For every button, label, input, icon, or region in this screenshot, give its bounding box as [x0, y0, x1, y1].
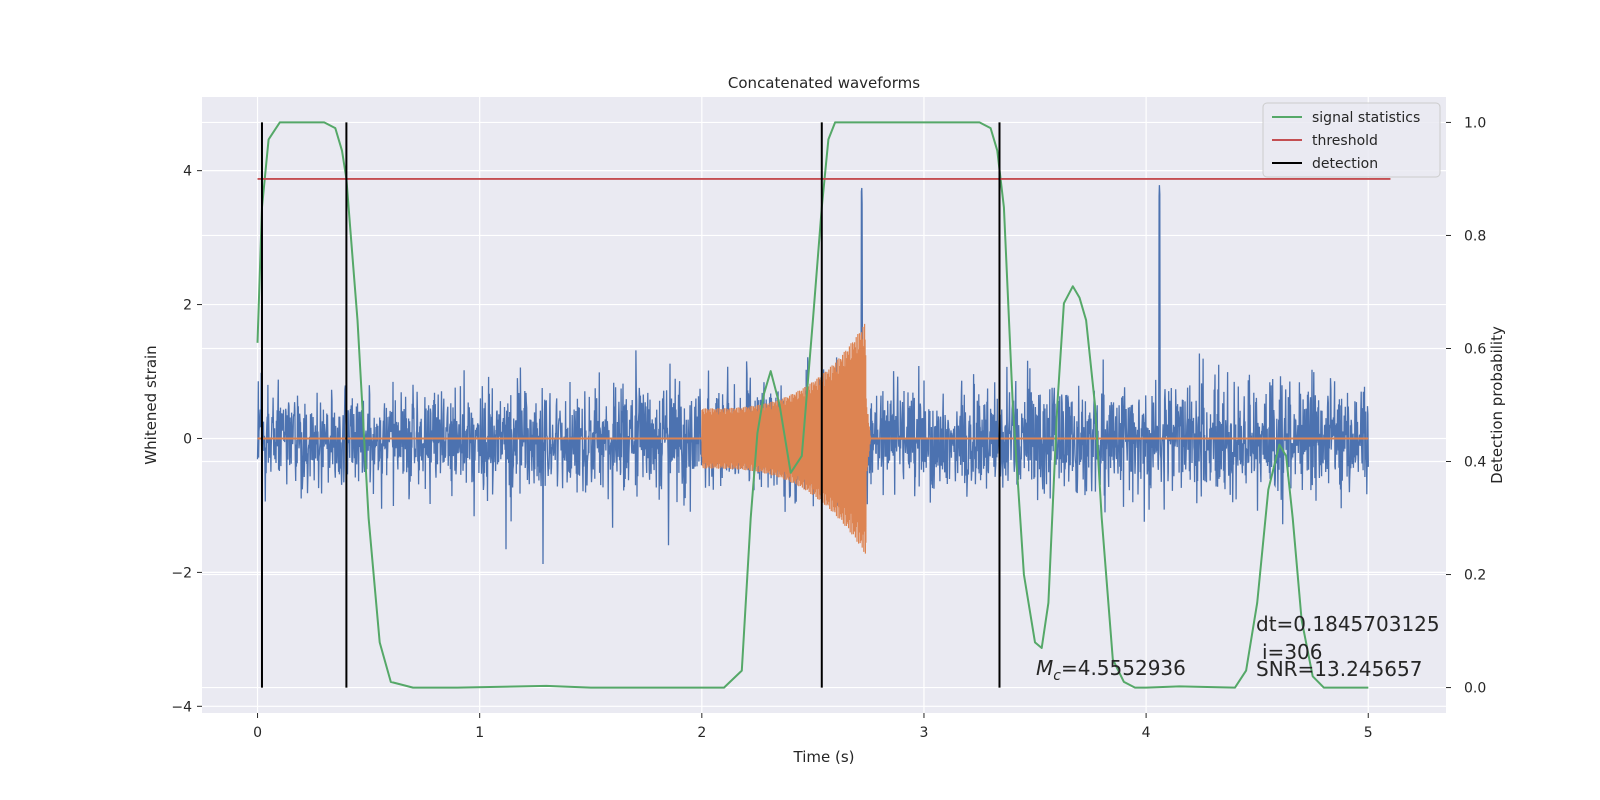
annotation-snr: SNR=13.245657 — [1256, 657, 1422, 681]
x-tick-label: 0 — [253, 725, 262, 741]
waveform-line — [701, 323, 924, 554]
y-tick-label: −4 — [171, 699, 192, 715]
annotation-mc-symbol: M — [1036, 656, 1053, 680]
legend-label-threshold: threshold — [1312, 133, 1378, 149]
legend-label-signal-statistics: signal statistics — [1312, 110, 1420, 126]
legend-box — [1262, 102, 1441, 178]
y2-tick-label: 1.0 — [1464, 115, 1486, 131]
y-tick-label: 2 — [183, 298, 192, 314]
axes: 0 1 2 3 4 5 −4 −2 0 2 4 0.0 0.2 0.4 0.6 0.8 1.0 — [171, 115, 1486, 741]
x-tick-label: 2 — [697, 725, 706, 741]
annotation-mc-value: =4.5552936 — [1061, 656, 1186, 680]
legend-label-detection: detection — [1312, 156, 1378, 172]
waveform-series — [257, 323, 1369, 554]
y2-tick-label: 0.8 — [1464, 228, 1486, 244]
y-tick-label: 0 — [183, 431, 192, 447]
x-tick-label: 1 — [475, 725, 484, 741]
y2-tick-label: 0.0 — [1464, 681, 1486, 697]
annotation-dt: dt=0.1845703125 — [1256, 612, 1440, 636]
signal-statistics-series — [256, 121, 1369, 689]
annotation-i: i=306 — [1262, 640, 1323, 664]
y2-tick-label: 0.6 — [1464, 341, 1486, 357]
y2-tick-label: 0.2 — [1464, 568, 1486, 584]
y2-tick-label: 0.4 — [1464, 455, 1486, 471]
legend: signal statistics threshold detection — [1262, 102, 1441, 178]
x-tick-label: 3 — [920, 725, 929, 741]
y2-axis-label: Detection probability — [1488, 326, 1506, 484]
detection-series — [260, 122, 1001, 688]
annotations: Mc=4.5552936 dt=0.1845703125 i=306 SNR=1… — [1036, 612, 1440, 684]
annotation-mc-subscript: c — [1053, 668, 1061, 684]
chart-title: Concatenated waveforms — [728, 74, 920, 92]
y-tick-label: −2 — [171, 565, 192, 581]
signal-statistics-line — [256, 121, 1369, 689]
annotation-mc: Mc=4.5552936 — [1036, 656, 1186, 684]
x-tick-label: 5 — [1364, 725, 1373, 741]
x-axis-label: Time (s) — [793, 748, 855, 766]
x-tick-label: 4 — [1142, 725, 1151, 741]
y-axis-label: Whitened strain — [142, 345, 160, 464]
y-tick-label: 4 — [183, 164, 192, 180]
